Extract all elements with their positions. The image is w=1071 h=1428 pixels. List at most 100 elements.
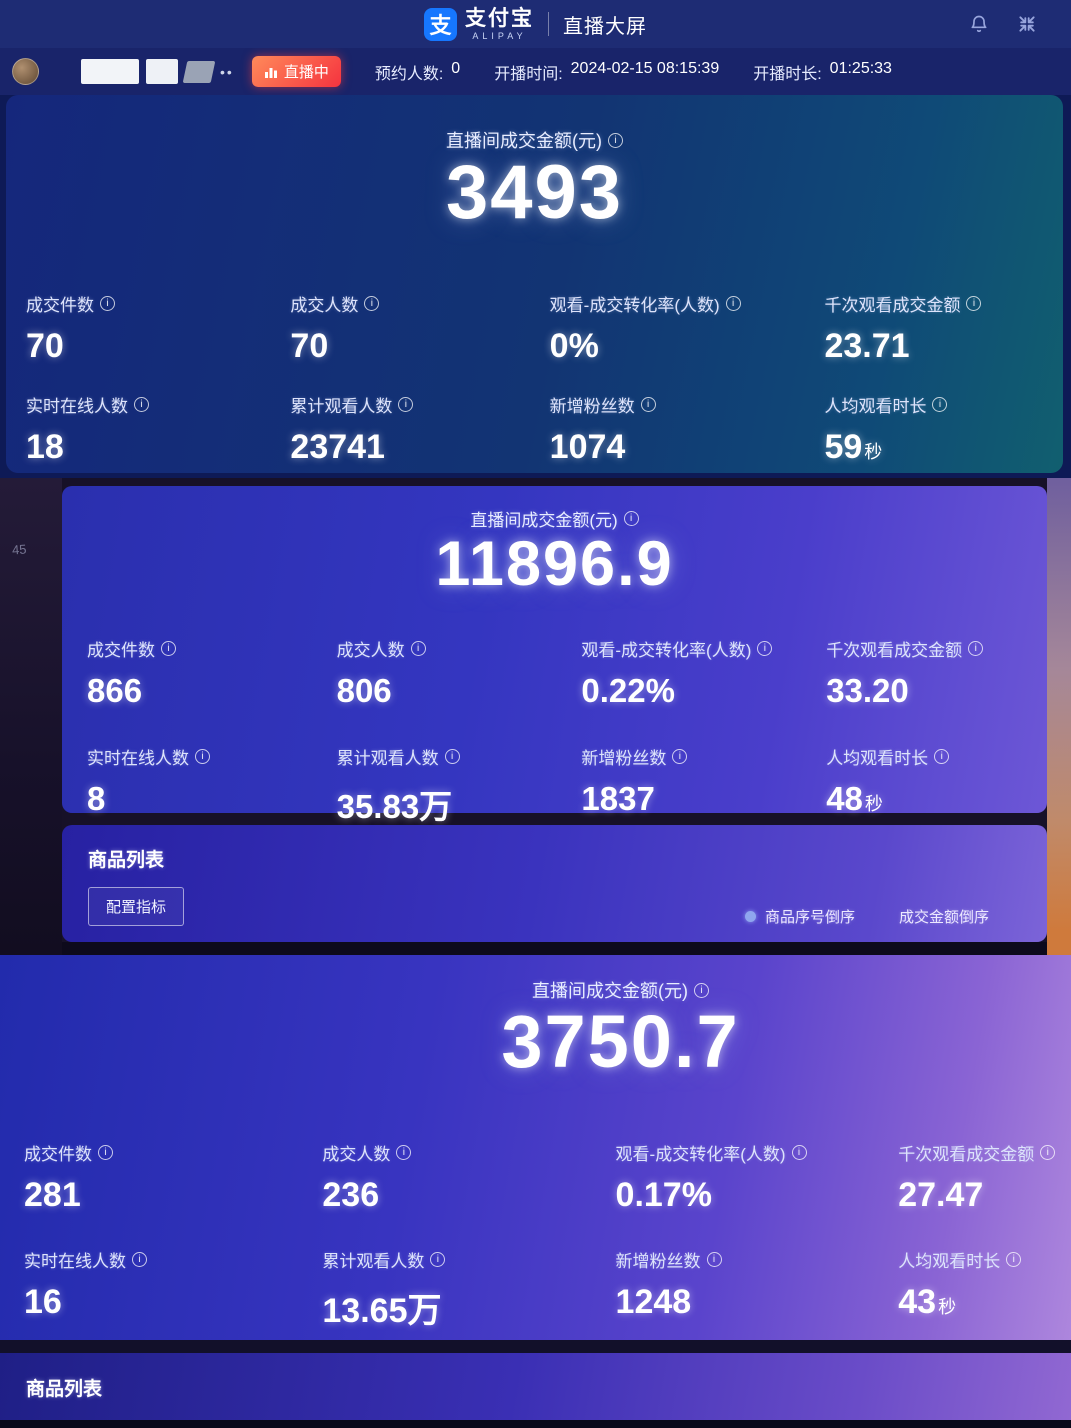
metric-cell: 观看-成交转化率(人数) 0.17% (616, 1140, 899, 1215)
stream-duration-label: 开播时长: (753, 65, 822, 83)
info-icon[interactable] (706, 1252, 722, 1267)
metric-value: 1837 (581, 780, 826, 818)
config-metrics-button[interactable]: 配置指标 (88, 887, 185, 926)
info-icon[interactable] (623, 511, 639, 526)
live-chart-icon (264, 67, 277, 78)
metric-label: 成交人数 (337, 636, 582, 661)
metric-value: 23741 (290, 428, 549, 467)
gmv-value: 11896.9 (435, 529, 674, 599)
metrics-grid: 成交件数 866 成交人数 806 观看-成交转化率(人数) 0.22% 千次观… (62, 636, 1047, 828)
dashboard-snapshot-3: 直播间成交金额(元) 3750.7 成交件数 281 成交人数 236 观看-成… (0, 955, 1071, 1428)
metric-value-text: 43 (898, 1283, 937, 1321)
metric-label: 千次观看成交金额 (826, 636, 1047, 661)
metric-value: 1248 (616, 1283, 899, 1322)
info-icon[interactable] (934, 749, 950, 764)
metric-cell: 成交人数 70 (290, 291, 549, 366)
metrics-panel: 直播间成交金额(元) 3493 成交件数 70 成交人数 70 观看-成交转化率… (6, 95, 1063, 473)
info-icon[interactable] (694, 982, 709, 998)
info-icon[interactable] (132, 1252, 147, 1267)
product-list-panel: 商品列表 配置指标 商品序号倒序 成交金额倒序 (62, 825, 1047, 942)
metric-cell: 新增粉丝数 1248 (616, 1247, 899, 1332)
metric-value: 16 (24, 1283, 322, 1322)
info-icon[interactable] (98, 1145, 113, 1160)
metric-cell: 实时在线人数 16 (24, 1247, 322, 1332)
metrics-panel: 直播间成交金额(元) 11896.9 成交件数 866 成交人数 806 (62, 486, 1047, 825)
metric-cell: 成交件数 866 (87, 636, 337, 710)
metric-label: 实时在线人数 (87, 744, 337, 769)
metric-value: 70 (290, 327, 549, 366)
metric-label: 成交件数 (24, 1140, 322, 1165)
metric-cell: 成交件数 70 (26, 291, 290, 366)
metric-value-text: 23.71 (824, 327, 910, 365)
metric-label-text: 成交件数 (24, 1145, 92, 1164)
app-header: 支 支付宝 ALIPAY 直播大屏 (0, 0, 1071, 48)
metric-value-text: 35.83万 (336, 788, 453, 825)
fullscreen-exit-icon[interactable] (1017, 14, 1037, 34)
censor-dots: •• (220, 63, 234, 80)
metric-value: 0% (550, 327, 825, 366)
info-icon[interactable] (161, 641, 176, 656)
metric-value: 0.22% (581, 672, 826, 710)
info-icon[interactable] (966, 296, 982, 311)
info-icon[interactable] (672, 749, 688, 764)
monitor-bezel-left: 45 (0, 478, 62, 955)
metric-unit: 秒 (938, 1297, 957, 1317)
metric-label: 观看-成交转化率(人数) (581, 636, 826, 661)
metric-label: 累计观看人数 (290, 392, 549, 417)
metric-cell: 千次观看成交金额 27.47 (898, 1140, 1071, 1215)
sort-option-gmv-order[interactable]: 成交金额倒序 (899, 906, 989, 927)
info-icon[interactable] (608, 132, 623, 148)
metric-label-text: 观看-成交转化率(人数) (581, 641, 752, 660)
gmv-label-row: 直播间成交金额(元) (532, 977, 709, 1003)
info-icon[interactable] (791, 1145, 807, 1160)
metric-label: 实时在线人数 (26, 392, 290, 417)
start-time: 开播时间: 2024-02-15 08:15:39 (494, 60, 719, 84)
metric-label-text: 累计观看人数 (290, 397, 393, 416)
dashboard-snapshot-2: 45 直播间成交金额(元) 11896.9 成交件数 866 (0, 478, 1071, 955)
notification-bell-icon[interactable] (969, 14, 989, 34)
gmv-label: 直播间成交金额(元) (446, 131, 602, 151)
panel-separator (62, 942, 1047, 955)
product-list-title: 商品列表 (88, 850, 165, 871)
live-badge-label: 直播中 (283, 64, 329, 81)
info-icon[interactable] (396, 1145, 412, 1160)
metric-value: 281 (24, 1176, 322, 1215)
info-icon[interactable] (932, 397, 948, 412)
metric-value-text: 806 (336, 672, 392, 709)
metric-label-text: 成交人数 (336, 641, 405, 660)
metric-label-text: 千次观看成交金额 (824, 296, 961, 315)
info-icon[interactable] (134, 397, 149, 412)
info-icon[interactable] (1040, 1145, 1056, 1160)
page-title: 直播大屏 (563, 15, 647, 38)
sort-option-product-order[interactable]: 商品序号倒序 (744, 906, 855, 927)
metric-label-text: 累计观看人数 (336, 749, 439, 768)
info-icon[interactable] (640, 397, 656, 412)
info-icon[interactable] (968, 641, 984, 656)
info-icon[interactable] (364, 296, 380, 311)
sort-option-label: 商品序号倒序 (764, 909, 855, 926)
metric-cell: 累计观看人数 35.83万 (337, 744, 582, 828)
stream-info-bar: •• 直播中 预约人数: 0 开播时间: 2024-02-15 08:15:39… (0, 48, 1071, 95)
info-icon[interactable] (725, 296, 741, 311)
gmv-block: 直播间成交金额(元) 11896.9 (62, 486, 1047, 597)
info-icon[interactable] (757, 641, 773, 656)
info-icon[interactable] (430, 1252, 446, 1267)
stream-duration: 开播时长: 01:25:33 (753, 60, 892, 84)
metric-unit: 秒 (864, 794, 883, 814)
info-icon[interactable] (410, 641, 426, 656)
info-icon[interactable] (195, 749, 210, 764)
metric-label-text: 新增粉丝数 (581, 749, 667, 768)
metric-value-text: 70 (290, 327, 329, 365)
radio-selected-icon[interactable] (744, 911, 756, 922)
metric-label-text: 人均观看时长 (824, 397, 927, 416)
info-icon[interactable] (398, 397, 414, 412)
info-icon[interactable] (100, 296, 115, 311)
alipay-logo-icon: 支 (424, 7, 457, 41)
metric-value-text: 0% (549, 327, 599, 365)
metric-label-text: 观看-成交转化率(人数) (549, 296, 720, 315)
metric-cell: 人均观看时长 43秒 (898, 1247, 1071, 1332)
gmv-label: 直播间成交金额(元) (532, 981, 688, 1001)
info-icon[interactable] (1006, 1252, 1022, 1267)
info-icon[interactable] (444, 749, 460, 764)
metric-cell: 观看-成交转化率(人数) 0.22% (581, 636, 826, 710)
